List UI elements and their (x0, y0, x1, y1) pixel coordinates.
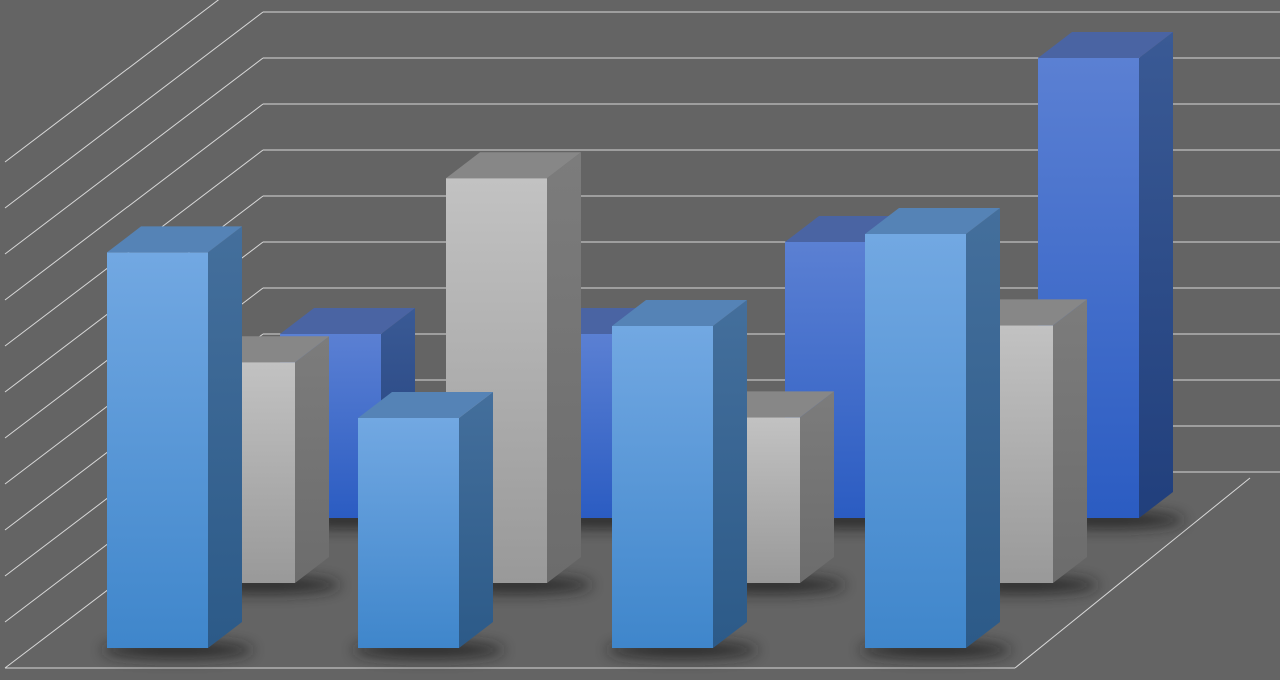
bar-top-face (107, 226, 242, 253)
bar-front-4 (859, 208, 1012, 659)
bar-back-4 (1032, 32, 1185, 529)
bar-side-face (547, 152, 581, 583)
bar-front-face (358, 418, 459, 648)
bar-top-face (612, 300, 747, 326)
bar-top-face (280, 308, 415, 334)
bar-side-face (459, 392, 493, 648)
bar-side-face (1053, 299, 1087, 583)
bars (101, 32, 1185, 659)
bar-side-face (800, 391, 834, 583)
gridline-side (4, 57, 264, 255)
bar-top-face (358, 392, 493, 418)
gridline-side (4, 0, 220, 163)
bar-front-2 (352, 392, 505, 659)
bar-top-face (446, 152, 581, 179)
bar-front-face (612, 326, 713, 648)
floor-right-edge (1014, 477, 1251, 669)
bar-side-face (713, 300, 747, 648)
bar-side-face (966, 208, 1000, 648)
bar-front-3 (606, 300, 759, 659)
bar-front-face (865, 234, 966, 648)
bar-front-1 (101, 226, 254, 659)
gridline-side (4, 103, 264, 301)
bar-side-face (1139, 32, 1173, 518)
bar-front-face (107, 252, 208, 648)
gridline-side (4, 11, 264, 209)
bar-side-face (208, 226, 242, 648)
bar-top-face (865, 208, 1000, 234)
bar-side-face (295, 336, 329, 583)
bar-middle-2 (440, 152, 593, 594)
bar-top-face (1038, 32, 1173, 58)
